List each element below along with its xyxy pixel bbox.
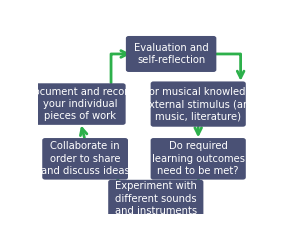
FancyBboxPatch shape (126, 36, 216, 72)
FancyBboxPatch shape (35, 83, 126, 125)
FancyBboxPatch shape (108, 180, 203, 218)
Text: Collaborate in
order to share
and discuss ideas: Collaborate in order to share and discus… (41, 141, 130, 176)
FancyBboxPatch shape (150, 81, 246, 127)
FancyBboxPatch shape (150, 138, 246, 180)
Text: Prior musical knowledge,
external stimulus (art,
music, literature): Prior musical knowledge, external stimul… (136, 87, 261, 121)
Text: Do required
learning outcomes
need to be met?: Do required learning outcomes need to be… (152, 141, 245, 176)
FancyBboxPatch shape (42, 138, 128, 180)
Text: Document and record
your individual
pieces of work: Document and record your individual piec… (26, 87, 135, 121)
Text: Evaluation and
self-reflection: Evaluation and self-reflection (134, 43, 209, 65)
Text: Experiment with
different sounds
and instruments: Experiment with different sounds and ins… (115, 181, 197, 216)
